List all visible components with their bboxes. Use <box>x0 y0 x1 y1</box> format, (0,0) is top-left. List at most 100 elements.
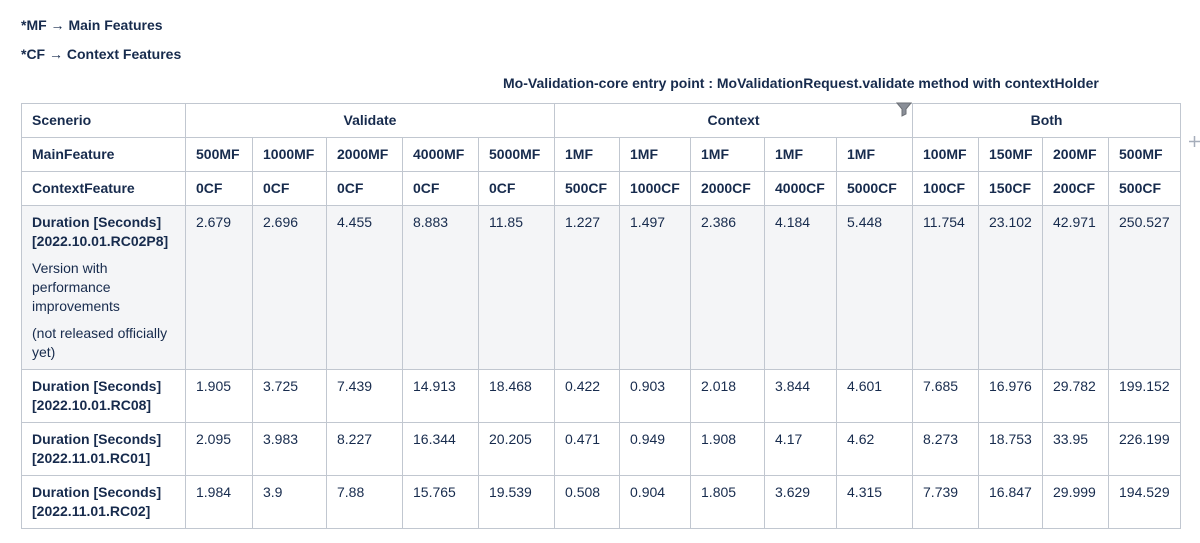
column-header: 2000CF <box>690 171 766 206</box>
value-cell: 11.754 <box>912 205 980 370</box>
row-label-cell: Duration [Seconds] [2022.10.01.RC08] <box>21 369 186 423</box>
column-header: 0CF <box>252 171 327 206</box>
group-header: Validate <box>184 103 556 138</box>
value-cell: 2.696 <box>252 205 327 370</box>
filter-icon[interactable] <box>896 101 912 117</box>
data-row: Duration [Seconds] [2022.10.01.RC02P8] Ve… <box>21 205 1182 370</box>
row-label-cell: Duration [Seconds] [2022.11.01.RC02] <box>21 475 186 529</box>
column-header: 5000CF <box>836 171 914 206</box>
value-cell: 16.847 <box>978 475 1044 529</box>
column-header: 150MF <box>978 137 1044 172</box>
column-header: 1000MF <box>252 137 327 172</box>
row-label-cell: Duration [Seconds] [2022.10.01.RC02P8] Ve… <box>21 205 186 370</box>
column-header: 500CF <box>1108 171 1182 206</box>
value-cell: 0.471 <box>554 422 621 476</box>
value-cell: 18.468 <box>477 369 556 423</box>
header-cell: ContextFeature <box>21 171 186 206</box>
note: *MF → Main Features <box>21 17 163 33</box>
column-header: 1MF <box>619 137 692 172</box>
value-cell: 0.904 <box>619 475 692 529</box>
value-cell: 199.152 <box>1108 369 1182 423</box>
column-header: 1MF <box>764 137 838 172</box>
header-cell: Scenerio <box>21 103 186 138</box>
value-cell: 29.999 <box>1042 475 1110 529</box>
value-cell: 8.273 <box>912 422 980 476</box>
value-cell: 3.629 <box>764 475 838 529</box>
column-header: 100CF <box>912 171 980 206</box>
column-header: 1MF <box>836 137 914 172</box>
value-cell: 3.9 <box>252 475 327 529</box>
row-label: Duration [Seconds] [2022.10.01.RC02P8] <box>32 214 169 249</box>
column-header: 1MF <box>690 137 766 172</box>
value-cell: 4.184 <box>764 205 838 370</box>
row-label: Duration [Seconds] [2022.11.01.RC02] <box>32 484 162 519</box>
column-header: 0CF <box>477 171 556 206</box>
value-cell: 0.903 <box>619 369 692 423</box>
value-cell: 29.782 <box>1042 369 1110 423</box>
column-header: 100MF <box>912 137 980 172</box>
value-cell: 0.949 <box>619 422 692 476</box>
value-cell: 4.601 <box>836 369 914 423</box>
column-header: 500MF <box>185 137 253 172</box>
column-header: 5000MF <box>477 137 556 172</box>
value-cell: 7.685 <box>912 369 980 423</box>
value-cell: 8.227 <box>326 422 403 476</box>
value-cell: 1.905 <box>185 369 253 423</box>
value-cell: 16.344 <box>402 422 479 476</box>
row-label: Duration [Seconds] [2022.11.01.RC01] <box>32 431 162 466</box>
column-header: 150CF <box>978 171 1044 206</box>
results-table: Scenerio Validate Context Both MainFeature 50… <box>21 103 1182 529</box>
value-cell: 16.976 <box>978 369 1044 423</box>
value-cell: 42.971 <box>1042 205 1110 370</box>
value-cell: 20.205 <box>477 422 556 476</box>
column-header: 1000CF <box>619 171 692 206</box>
header-row: MainFeature 500MF 1000MF 2000MF 4000MF 5000MF… <box>21 137 1182 172</box>
add-column-icon[interactable] <box>1189 136 1200 147</box>
column-header: 1MF <box>554 137 621 172</box>
value-cell: 7.739 <box>912 475 980 529</box>
value-cell: 226.199 <box>1108 422 1182 476</box>
row-note: (not released officially yet) <box>32 325 168 360</box>
value-cell: 14.913 <box>402 369 479 423</box>
caption: Mo-Validation-core entry point : MoValid… <box>503 75 1099 91</box>
value-cell: 5.448 <box>836 205 914 370</box>
value-cell: 3.983 <box>252 422 327 476</box>
value-cell: 1.227 <box>554 205 621 370</box>
value-cell: 23.102 <box>978 205 1044 370</box>
value-cell: 1.908 <box>690 422 766 476</box>
value-cell: 4.315 <box>836 475 914 529</box>
column-header: 500MF <box>1108 137 1182 172</box>
data-row: Duration [Seconds] [2022.11.01.RC02] 1.98… <box>21 475 1182 529</box>
value-cell: 2.018 <box>690 369 766 423</box>
column-header: 4000CF <box>764 171 838 206</box>
value-cell: 18.753 <box>978 422 1044 476</box>
value-cell: 4.17 <box>764 422 838 476</box>
row-label: Duration [Seconds] [2022.10.01.RC08] <box>32 378 162 413</box>
value-cell: 0.422 <box>554 369 621 423</box>
column-header: 0CF <box>185 171 253 206</box>
value-cell: 11.85 <box>477 205 556 370</box>
value-cell: 194.529 <box>1108 475 1182 529</box>
note: *CF → Context Features <box>21 46 182 62</box>
column-header: 2000MF <box>326 137 403 172</box>
value-cell: 250.527 <box>1108 205 1182 370</box>
header-row: Scenerio Validate Context Both <box>21 103 1182 138</box>
column-header: 200MF <box>1042 137 1110 172</box>
header-cell: MainFeature <box>21 137 186 172</box>
row-note: Version with performance improvements <box>32 260 120 314</box>
column-header: 0CF <box>326 171 403 206</box>
value-cell: 15.765 <box>402 475 479 529</box>
value-cell: 2.095 <box>185 422 253 476</box>
row-label-cell: Duration [Seconds] [2022.11.01.RC01] <box>21 422 186 476</box>
data-row: Duration [Seconds] [2022.11.01.RC01] 2.09… <box>21 422 1182 476</box>
value-cell: 3.844 <box>764 369 838 423</box>
value-cell: 4.62 <box>836 422 914 476</box>
data-row: Duration [Seconds] [2022.10.01.RC08] 1.90… <box>21 369 1182 423</box>
value-cell: 7.88 <box>326 475 403 529</box>
value-cell: 33.95 <box>1042 422 1110 476</box>
group-header: Context <box>554 103 914 138</box>
column-header: 200CF <box>1042 171 1110 206</box>
value-cell: 1.805 <box>690 475 766 529</box>
value-cell: 8.883 <box>402 205 479 370</box>
